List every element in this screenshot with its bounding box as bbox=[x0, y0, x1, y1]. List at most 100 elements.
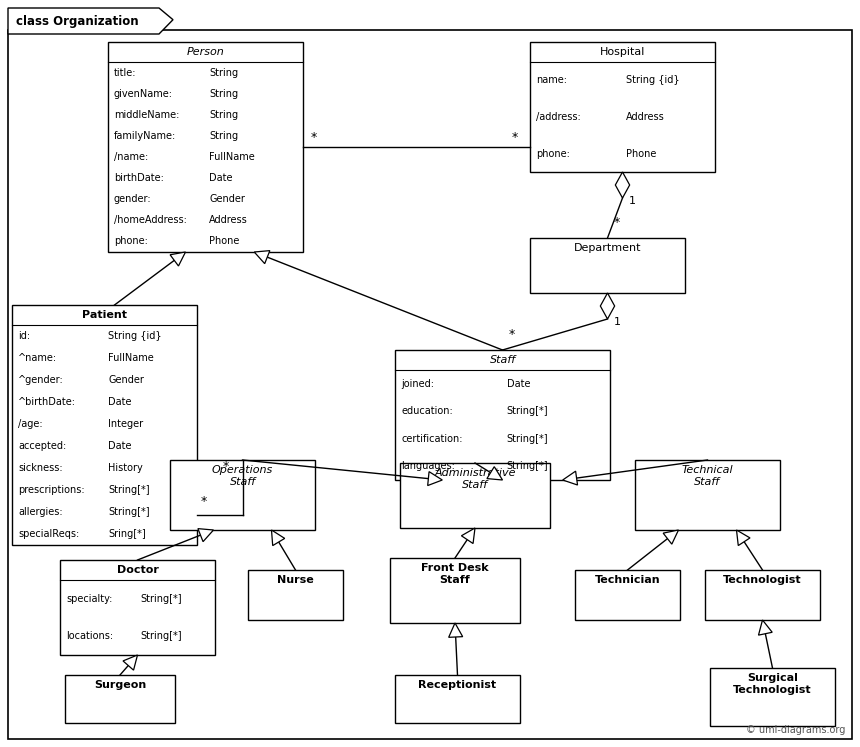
Text: *: * bbox=[613, 216, 620, 229]
Text: Surgical
Technologist: Surgical Technologist bbox=[734, 673, 812, 695]
Text: String[*]: String[*] bbox=[507, 461, 549, 471]
Text: FullName: FullName bbox=[108, 353, 154, 363]
Bar bbox=[395, 675, 520, 723]
Text: joined:: joined: bbox=[401, 379, 434, 388]
Bar bbox=[65, 675, 175, 723]
Text: middleName:: middleName: bbox=[114, 110, 180, 120]
Text: String[*]: String[*] bbox=[507, 434, 549, 444]
Text: *: * bbox=[311, 131, 317, 144]
Polygon shape bbox=[8, 8, 173, 34]
Text: String {id}: String {id} bbox=[108, 331, 162, 341]
Bar bbox=[395, 350, 610, 480]
Polygon shape bbox=[616, 172, 630, 198]
Text: locations:: locations: bbox=[66, 631, 114, 641]
Bar bbox=[390, 558, 520, 623]
Text: Address: Address bbox=[626, 112, 665, 122]
Text: Technologist: Technologist bbox=[723, 575, 802, 585]
Bar bbox=[530, 238, 685, 293]
Polygon shape bbox=[562, 471, 578, 485]
Text: /name:: /name: bbox=[114, 152, 148, 162]
Text: ^birthDate:: ^birthDate: bbox=[18, 397, 76, 407]
Text: *: * bbox=[508, 328, 515, 341]
Text: ^gender:: ^gender: bbox=[18, 375, 64, 385]
Text: ^name:: ^name: bbox=[18, 353, 57, 363]
Bar bbox=[108, 42, 303, 252]
Polygon shape bbox=[198, 529, 213, 542]
Text: allergies:: allergies: bbox=[18, 507, 63, 517]
Text: Gender: Gender bbox=[108, 375, 144, 385]
Text: Hospital: Hospital bbox=[599, 47, 645, 57]
Bar bbox=[248, 570, 343, 620]
Text: © uml-diagrams.org: © uml-diagrams.org bbox=[746, 725, 845, 735]
Polygon shape bbox=[663, 530, 679, 544]
Bar bbox=[530, 42, 715, 172]
Text: title:: title: bbox=[114, 67, 137, 78]
Text: Phone: Phone bbox=[209, 237, 240, 247]
Text: Date: Date bbox=[209, 173, 233, 183]
Text: String: String bbox=[209, 131, 238, 141]
Bar bbox=[60, 560, 215, 655]
Text: Surgeon: Surgeon bbox=[94, 680, 146, 690]
Text: /homeAddress:: /homeAddress: bbox=[114, 215, 187, 226]
Text: Date: Date bbox=[108, 441, 132, 451]
Text: specialReqs:: specialReqs: bbox=[18, 529, 79, 539]
Text: prescriptions:: prescriptions: bbox=[18, 485, 84, 495]
Text: Gender: Gender bbox=[209, 194, 245, 204]
Polygon shape bbox=[759, 620, 772, 635]
Text: /address:: /address: bbox=[536, 112, 580, 122]
Polygon shape bbox=[462, 528, 475, 544]
Text: 1: 1 bbox=[613, 317, 621, 327]
Text: education:: education: bbox=[401, 406, 452, 416]
Text: String: String bbox=[209, 110, 238, 120]
Polygon shape bbox=[123, 655, 138, 670]
Polygon shape bbox=[736, 530, 750, 545]
Text: String[*]: String[*] bbox=[140, 594, 182, 604]
Text: Person: Person bbox=[187, 47, 224, 57]
Text: familyName:: familyName: bbox=[114, 131, 176, 141]
Text: Technician: Technician bbox=[594, 575, 660, 585]
Text: sickness:: sickness: bbox=[18, 463, 63, 473]
Text: Date: Date bbox=[108, 397, 132, 407]
Text: Technical
Staff: Technical Staff bbox=[682, 465, 734, 487]
Polygon shape bbox=[170, 252, 186, 266]
Text: String[*]: String[*] bbox=[507, 406, 549, 416]
Text: String: String bbox=[209, 89, 238, 99]
Polygon shape bbox=[449, 623, 463, 637]
Text: givenName:: givenName: bbox=[114, 89, 173, 99]
Bar bbox=[400, 463, 550, 528]
Text: Address: Address bbox=[209, 215, 249, 226]
Text: Administrative
Staff: Administrative Staff bbox=[434, 468, 516, 490]
Text: languages:: languages: bbox=[401, 461, 455, 471]
Text: certification:: certification: bbox=[401, 434, 463, 444]
Text: specialty:: specialty: bbox=[66, 594, 113, 604]
Text: Patient: Patient bbox=[82, 310, 127, 320]
Text: *: * bbox=[223, 460, 229, 473]
Text: phone:: phone: bbox=[536, 149, 570, 158]
Text: String[*]: String[*] bbox=[140, 631, 182, 641]
Text: Front Desk
Staff: Front Desk Staff bbox=[421, 563, 488, 585]
Text: History: History bbox=[108, 463, 143, 473]
Text: String[*]: String[*] bbox=[108, 507, 150, 517]
Text: Operations
Staff: Operations Staff bbox=[212, 465, 273, 487]
Text: FullName: FullName bbox=[209, 152, 255, 162]
Text: Date: Date bbox=[507, 379, 531, 388]
Text: Department: Department bbox=[574, 243, 642, 253]
Text: name:: name: bbox=[536, 75, 567, 85]
Text: String[*]: String[*] bbox=[108, 485, 150, 495]
Text: Doctor: Doctor bbox=[117, 565, 158, 575]
Text: /age:: /age: bbox=[18, 419, 43, 429]
Text: *: * bbox=[512, 131, 519, 144]
Bar bbox=[575, 570, 680, 620]
Text: Integer: Integer bbox=[108, 419, 144, 429]
Polygon shape bbox=[272, 530, 285, 545]
Polygon shape bbox=[427, 471, 442, 486]
Text: phone:: phone: bbox=[114, 237, 148, 247]
Text: class Organization: class Organization bbox=[16, 14, 138, 28]
Text: Staff: Staff bbox=[489, 355, 515, 365]
Text: String {id}: String {id} bbox=[626, 75, 679, 85]
Text: id:: id: bbox=[18, 331, 30, 341]
Text: accepted:: accepted: bbox=[18, 441, 66, 451]
Bar bbox=[12, 305, 197, 545]
Text: *: * bbox=[201, 495, 207, 508]
Polygon shape bbox=[487, 467, 502, 480]
